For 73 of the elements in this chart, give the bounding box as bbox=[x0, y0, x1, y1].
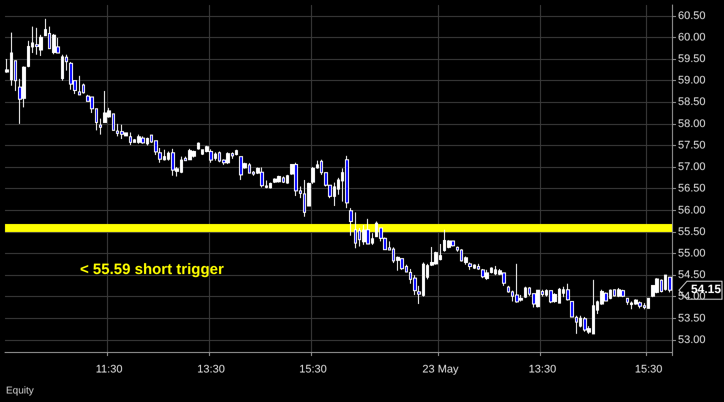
y-tick-label: 58.00 bbox=[678, 118, 706, 130]
x-tick-label: 15:30 bbox=[299, 364, 327, 376]
candlestick bbox=[269, 182, 272, 190]
candlestick bbox=[294, 162, 298, 196]
candlestick bbox=[345, 155, 349, 209]
y-tick-label: 55.50 bbox=[678, 226, 706, 238]
y-tick-label: 54.50 bbox=[678, 269, 706, 282]
y-tick-label: 57.00 bbox=[678, 161, 706, 174]
candlestick bbox=[634, 298, 638, 306]
candlestick bbox=[209, 148, 213, 164]
y-tick-label: 56.00 bbox=[678, 204, 706, 216]
candlestick bbox=[583, 316, 587, 332]
candlestick bbox=[536, 289, 540, 308]
y-tick-label: 59.00 bbox=[678, 74, 706, 87]
text: Equity bbox=[6, 386, 34, 396]
candlestick bbox=[400, 258, 404, 270]
candlestick bbox=[171, 148, 175, 176]
candlestick bbox=[566, 283, 570, 302]
candlestick bbox=[477, 263, 480, 270]
candlestick bbox=[78, 75, 81, 96]
x-tick-label: 11:30 bbox=[96, 364, 122, 376]
y-tick-label: 55.00 bbox=[678, 247, 706, 260]
y-tick-label: 53.00 bbox=[678, 334, 706, 346]
candlestick bbox=[69, 62, 73, 90]
candlestick bbox=[188, 148, 192, 160]
candlestick bbox=[481, 268, 485, 279]
candlestick bbox=[451, 240, 455, 248]
y-tick-label: 59.50 bbox=[678, 53, 706, 66]
candlestick bbox=[349, 208, 353, 236]
x-tick-label: 15:30 bbox=[634, 364, 662, 376]
candlestick bbox=[273, 178, 277, 184]
candlestick bbox=[524, 286, 527, 298]
candlestick bbox=[286, 174, 289, 184]
candlestick bbox=[515, 263, 519, 304]
ref-line-label: < 55.59 short trigger bbox=[80, 260, 224, 278]
candlestick bbox=[137, 134, 141, 144]
candlestick bbox=[226, 152, 230, 165]
candlestick bbox=[277, 175, 281, 184]
y-tick-label: 60.50 bbox=[678, 10, 706, 22]
candlestick bbox=[197, 142, 200, 150]
y-tick-label: 56.50 bbox=[678, 182, 706, 195]
candlestick bbox=[668, 276, 672, 293]
y-tick-label: 60.00 bbox=[678, 31, 706, 44]
candlestick bbox=[485, 269, 489, 280]
candlestick bbox=[366, 218, 370, 244]
candlestick bbox=[549, 290, 553, 304]
candlestick bbox=[604, 292, 608, 302]
candlestick bbox=[638, 300, 642, 309]
candlestick bbox=[61, 54, 64, 82]
candlestick bbox=[502, 272, 506, 286]
candlestick bbox=[354, 212, 357, 249]
y-tick-label: 58.50 bbox=[678, 96, 706, 108]
candlestick bbox=[235, 149, 238, 156]
candlestick bbox=[647, 297, 650, 309]
candlestick bbox=[129, 132, 132, 146]
candlestick bbox=[617, 288, 621, 298]
candlestick bbox=[655, 278, 659, 294]
candlestick bbox=[103, 90, 107, 124]
y-tick-label: 53.50 bbox=[678, 312, 706, 324]
candlestick bbox=[239, 156, 243, 181]
candlestick bbox=[141, 136, 145, 144]
candlestick bbox=[260, 166, 264, 188]
candlestick bbox=[621, 289, 625, 298]
y-tick-label: 57.50 bbox=[678, 139, 706, 152]
candlestick bbox=[56, 37, 60, 54]
candlestick bbox=[120, 124, 124, 140]
candlestick bbox=[626, 297, 629, 306]
candlestick bbox=[99, 118, 102, 136]
x-tick-label: 23 May bbox=[422, 364, 459, 376]
candlestick bbox=[192, 150, 196, 158]
x-tick-label: 13:30 bbox=[528, 364, 556, 376]
x-tick-label: 13:30 bbox=[197, 364, 225, 376]
candlestick bbox=[35, 27, 39, 56]
